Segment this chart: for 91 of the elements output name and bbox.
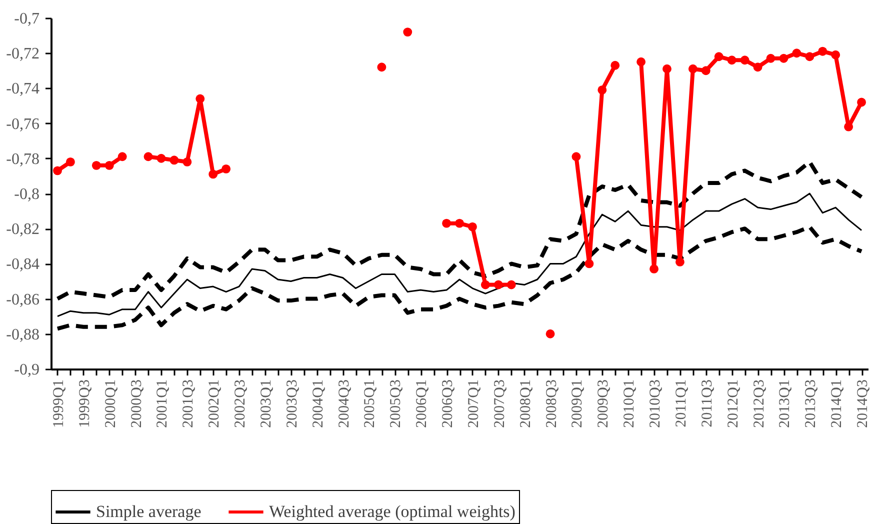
x-tick-label: 2010Q3 xyxy=(648,380,664,428)
x-tick-label: 2012Q1 xyxy=(725,380,742,428)
point xyxy=(572,152,581,162)
point xyxy=(792,48,802,58)
line-series xyxy=(55,160,864,301)
point xyxy=(182,157,192,166)
point xyxy=(442,218,452,228)
x-tick-label: 2003Q3 xyxy=(284,380,300,428)
point xyxy=(675,257,684,266)
x-tick-label: 2005Q3 xyxy=(388,380,404,428)
line-series xyxy=(56,192,862,318)
y-tick-label: -0,78 xyxy=(6,150,40,168)
point xyxy=(636,57,646,66)
x-tick-label: 2009Q3 xyxy=(596,380,612,428)
x-tick-label: 2011Q3 xyxy=(699,380,716,428)
y-tick-label: -0,84 xyxy=(6,256,40,274)
x-tick-label: 2000Q1 xyxy=(102,380,119,428)
point xyxy=(857,98,866,107)
x-tick-label: 2014Q3 xyxy=(855,380,872,428)
legend-label: Weighted average (optimal weights) xyxy=(269,502,516,521)
point xyxy=(714,52,724,62)
x-tick-label: 2008Q1 xyxy=(518,380,534,428)
line-series xyxy=(55,224,864,331)
x-tick-label: 2002Q1 xyxy=(206,380,223,428)
y-tick-label: -0,88 xyxy=(6,326,40,344)
point xyxy=(818,46,828,56)
x-tick-label: 2012Q3 xyxy=(751,380,768,428)
x-tick-label: 2006Q3 xyxy=(440,380,456,428)
y-tick-label: -0,7 xyxy=(14,10,40,28)
point xyxy=(805,52,814,62)
y-tick-label: -0,76 xyxy=(6,116,40,133)
point xyxy=(688,64,698,74)
legend-label: Simple average xyxy=(96,502,202,521)
point xyxy=(650,264,658,274)
point xyxy=(779,54,788,63)
x-tick-label: 1999Q1 xyxy=(50,380,67,428)
x-tick-label: 2007Q1 xyxy=(466,380,482,428)
point xyxy=(377,62,386,72)
x-tick-label: 2009Q1 xyxy=(570,380,586,428)
point xyxy=(753,62,762,72)
x-tick-label: 2007Q3 xyxy=(492,380,508,428)
point xyxy=(104,160,114,170)
point xyxy=(766,54,776,63)
x-tick-label: 2010Q1 xyxy=(622,380,638,428)
x-tick-label: 2000Q3 xyxy=(128,380,145,428)
x-tick-label: 2011Q1 xyxy=(673,380,690,428)
y-tick-label: -0,9 xyxy=(14,362,40,378)
point xyxy=(740,56,750,65)
point xyxy=(584,259,594,268)
x-tick-label: 2006Q1 xyxy=(414,380,430,428)
x-tick-label: 2001Q3 xyxy=(180,380,197,428)
x-tick-label: 2014Q1 xyxy=(829,380,846,428)
point xyxy=(118,152,127,162)
point xyxy=(662,64,672,74)
point xyxy=(701,66,710,76)
point xyxy=(144,152,153,162)
point xyxy=(727,56,736,65)
x-tick-label: 2001Q1 xyxy=(154,380,171,428)
x-tick-label: 2013Q1 xyxy=(777,380,794,428)
point xyxy=(610,60,620,70)
point xyxy=(598,85,607,94)
point xyxy=(156,154,166,163)
point xyxy=(455,218,464,228)
y-tick-label: -0,72 xyxy=(6,46,40,63)
point xyxy=(468,222,477,232)
point xyxy=(208,170,218,179)
point xyxy=(494,280,503,290)
point xyxy=(53,166,62,176)
x-tick-label: 2003Q1 xyxy=(258,380,274,428)
x-tick-label: 2004Q1 xyxy=(310,380,326,428)
point xyxy=(831,50,840,60)
y-tick-label: -0,86 xyxy=(6,291,40,308)
x-tick-label: 2005Q1 xyxy=(362,380,378,428)
x-tick-label: 2013Q3 xyxy=(803,380,820,428)
point xyxy=(546,329,555,338)
y-tick-label: -0,74 xyxy=(6,80,40,98)
y-tick-label: -0,82 xyxy=(6,221,40,238)
point xyxy=(222,164,231,174)
x-tick-label: 2008Q3 xyxy=(544,380,560,428)
point xyxy=(480,280,490,290)
x-tick-label: 2004Q3 xyxy=(336,380,352,428)
x-tick-label: 2002Q3 xyxy=(232,380,249,428)
y-tick-label: -0,8 xyxy=(14,186,40,203)
point xyxy=(170,156,179,165)
point xyxy=(92,160,101,170)
point xyxy=(66,157,75,166)
point xyxy=(196,94,205,104)
x-tick-label: 1999Q3 xyxy=(76,380,93,428)
point xyxy=(506,280,516,290)
point xyxy=(844,122,854,132)
point xyxy=(403,28,412,37)
